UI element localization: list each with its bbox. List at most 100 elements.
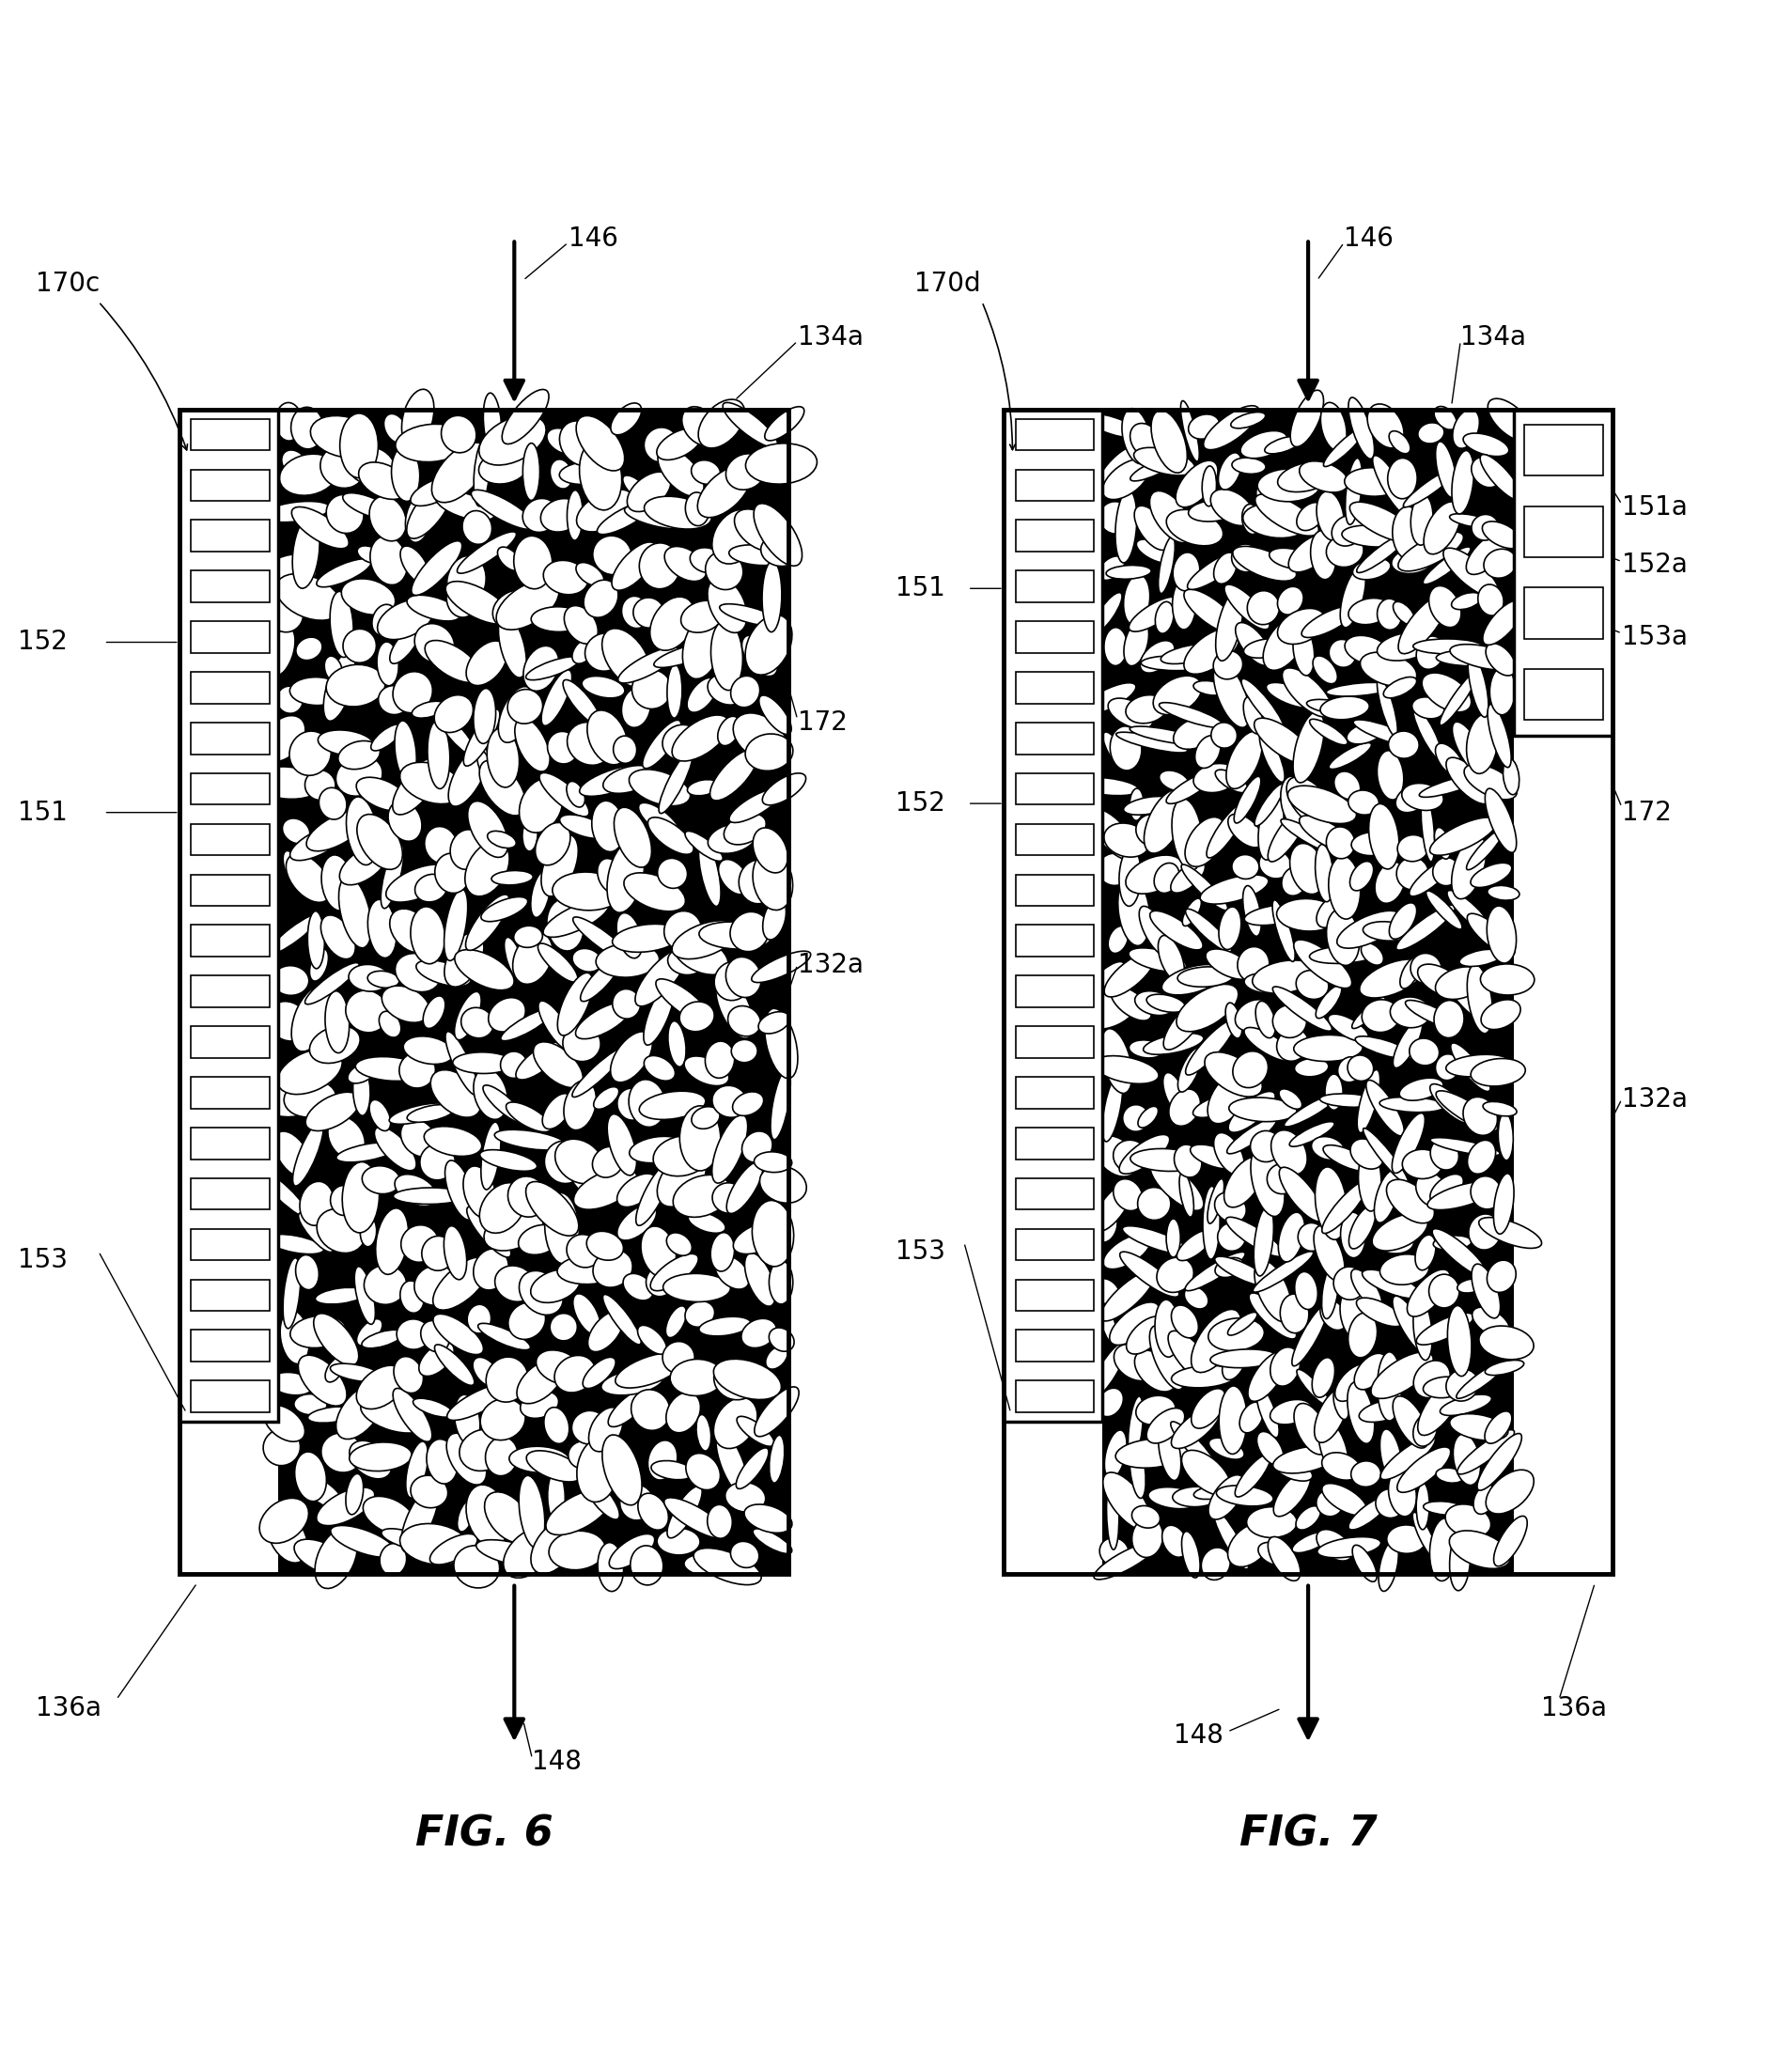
Ellipse shape	[1181, 401, 1199, 462]
Ellipse shape	[1484, 549, 1516, 577]
Ellipse shape	[1192, 1389, 1226, 1428]
Ellipse shape	[631, 1389, 670, 1430]
Ellipse shape	[1331, 516, 1364, 547]
Ellipse shape	[1219, 452, 1242, 489]
Ellipse shape	[726, 1161, 763, 1215]
Ellipse shape	[1296, 970, 1328, 999]
Ellipse shape	[1159, 703, 1224, 727]
Ellipse shape	[281, 450, 308, 479]
Ellipse shape	[1380, 1428, 1401, 1484]
Ellipse shape	[1452, 592, 1482, 610]
Ellipse shape	[1299, 816, 1355, 853]
Ellipse shape	[1446, 758, 1491, 804]
Ellipse shape	[1102, 458, 1150, 499]
Text: 170d: 170d	[914, 271, 980, 298]
Ellipse shape	[668, 947, 704, 974]
Bar	[1016, 621, 1095, 653]
Bar	[1004, 409, 1613, 1574]
Ellipse shape	[276, 686, 303, 713]
Ellipse shape	[1471, 1175, 1502, 1208]
Ellipse shape	[1231, 458, 1265, 475]
Bar	[179, 409, 788, 1574]
Ellipse shape	[658, 448, 704, 497]
Ellipse shape	[1091, 962, 1124, 991]
Ellipse shape	[412, 540, 462, 596]
Ellipse shape	[527, 1451, 582, 1482]
Ellipse shape	[1177, 1048, 1202, 1091]
Ellipse shape	[1487, 1260, 1516, 1293]
Ellipse shape	[547, 1490, 611, 1535]
Ellipse shape	[500, 1052, 527, 1079]
Ellipse shape	[1330, 639, 1357, 668]
Ellipse shape	[416, 873, 448, 902]
Ellipse shape	[401, 1225, 439, 1262]
Ellipse shape	[713, 1397, 758, 1449]
Ellipse shape	[400, 1523, 470, 1564]
Ellipse shape	[543, 1093, 572, 1128]
Ellipse shape	[439, 713, 477, 756]
Bar	[1102, 409, 1514, 1574]
Ellipse shape	[289, 732, 332, 775]
Ellipse shape	[1136, 814, 1168, 847]
Ellipse shape	[1349, 1206, 1376, 1249]
Ellipse shape	[1434, 1235, 1471, 1249]
Ellipse shape	[1131, 423, 1161, 458]
Ellipse shape	[1357, 532, 1409, 573]
Ellipse shape	[1446, 1369, 1478, 1402]
Ellipse shape	[342, 1161, 380, 1233]
Ellipse shape	[1398, 1447, 1452, 1492]
Ellipse shape	[382, 843, 403, 908]
Ellipse shape	[396, 1319, 430, 1350]
Ellipse shape	[1376, 750, 1403, 799]
Ellipse shape	[1120, 1134, 1170, 1173]
Ellipse shape	[1095, 446, 1138, 497]
Ellipse shape	[711, 1085, 747, 1118]
Ellipse shape	[315, 1527, 357, 1589]
Ellipse shape	[1450, 1531, 1511, 1568]
Ellipse shape	[1138, 1106, 1158, 1128]
Ellipse shape	[342, 629, 376, 664]
Bar	[1016, 1128, 1095, 1159]
Ellipse shape	[294, 1451, 326, 1502]
Ellipse shape	[616, 912, 642, 958]
Bar	[192, 520, 271, 551]
Ellipse shape	[466, 641, 507, 686]
Ellipse shape	[1417, 1375, 1464, 1434]
Ellipse shape	[389, 1104, 448, 1124]
Ellipse shape	[1116, 1438, 1188, 1467]
Ellipse shape	[466, 894, 509, 949]
Ellipse shape	[769, 1328, 794, 1352]
Bar	[1523, 588, 1604, 639]
Ellipse shape	[290, 407, 324, 448]
Ellipse shape	[728, 1005, 762, 1036]
Ellipse shape	[1416, 1235, 1435, 1270]
Ellipse shape	[265, 1073, 332, 1118]
Ellipse shape	[502, 390, 548, 444]
Ellipse shape	[1378, 598, 1401, 631]
Ellipse shape	[283, 851, 305, 892]
Ellipse shape	[582, 676, 625, 699]
Ellipse shape	[339, 845, 389, 886]
Ellipse shape	[1192, 1309, 1242, 1373]
Ellipse shape	[509, 1303, 545, 1340]
Ellipse shape	[487, 727, 520, 787]
Ellipse shape	[1419, 775, 1484, 797]
Ellipse shape	[457, 532, 516, 573]
Ellipse shape	[1400, 958, 1421, 988]
Ellipse shape	[1174, 717, 1217, 750]
Ellipse shape	[694, 1547, 762, 1584]
Ellipse shape	[1297, 1223, 1324, 1251]
Ellipse shape	[1122, 1106, 1149, 1132]
Ellipse shape	[762, 773, 806, 806]
Ellipse shape	[348, 446, 394, 485]
Ellipse shape	[1231, 855, 1260, 880]
Ellipse shape	[1435, 442, 1457, 497]
Ellipse shape	[1258, 795, 1283, 859]
Ellipse shape	[573, 1169, 638, 1210]
Ellipse shape	[471, 489, 534, 530]
Ellipse shape	[1333, 771, 1360, 799]
Ellipse shape	[1233, 1052, 1269, 1087]
Ellipse shape	[496, 580, 559, 629]
Ellipse shape	[1337, 1056, 1362, 1083]
Ellipse shape	[362, 1165, 400, 1194]
